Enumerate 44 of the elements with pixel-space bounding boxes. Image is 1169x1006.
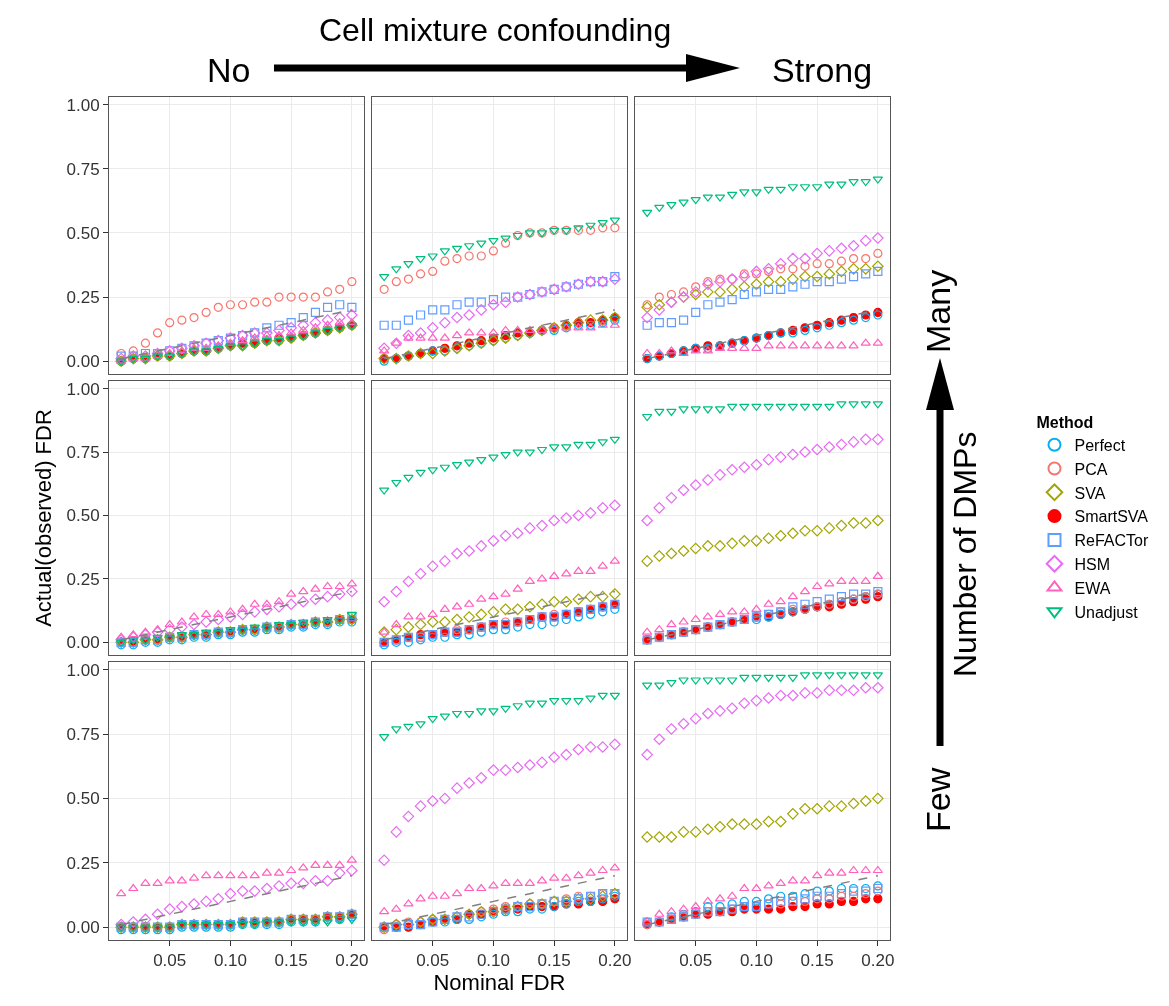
legend-label: SmartSVA — [1074, 508, 1149, 526]
legend-label: HSM — [1074, 555, 1111, 573]
y-tick-label: 0.00 — [66, 352, 100, 372]
text: Strong — [772, 51, 873, 89]
text: Few — [919, 767, 957, 832]
y-tick-label: 0.25 — [66, 853, 100, 873]
y-tick-label: 0.75 — [66, 159, 100, 179]
x-tick-label: 0.05 — [679, 951, 713, 971]
y-tick-label: 0.00 — [66, 918, 100, 938]
x-tick-label: 0.20 — [335, 951, 369, 971]
legend-label: PCA — [1074, 460, 1108, 478]
y-tick-label: 1.00 — [66, 379, 100, 399]
x-tick-label: 0.10 — [476, 951, 510, 971]
y-tick-label: 0.50 — [66, 789, 100, 809]
text: Many — [919, 269, 957, 353]
y-tick-label: 0.50 — [66, 223, 100, 243]
x-tick-label: 0.15 — [537, 951, 571, 971]
legend-label: ReFACTor — [1074, 532, 1149, 550]
legend-label: Unadjust — [1074, 603, 1139, 621]
text: Number of DMPs — [947, 431, 983, 677]
x-tick-label: 0.20 — [598, 951, 632, 971]
legend-title: Method — [1036, 413, 1094, 431]
x-tick-label: 0.10 — [739, 951, 773, 971]
legend-label: SVA — [1074, 484, 1106, 502]
x-tick-label: 0.05 — [153, 951, 187, 971]
text: Cell mixture confounding — [319, 12, 672, 48]
legend-label: Perfect — [1074, 436, 1126, 454]
x-tick-label: 0.05 — [416, 951, 450, 971]
x-axis-title: Nominal FDR — [433, 970, 566, 996]
text: No — [207, 51, 251, 89]
y-tick-label: 1.00 — [66, 95, 100, 115]
x-tick-label: 0.15 — [800, 951, 834, 971]
y-tick-label: 0.75 — [66, 725, 100, 745]
y-tick-label: 0.00 — [66, 633, 100, 653]
y-tick-label: 0.75 — [66, 442, 100, 462]
y-axis-title: Actual(observed) FDR — [31, 409, 57, 627]
y-tick-label: 0.25 — [66, 288, 100, 308]
y-tick-label: 0.50 — [66, 506, 100, 526]
x-tick-label: 0.10 — [213, 951, 247, 971]
x-tick-label: 0.20 — [861, 951, 895, 971]
x-tick-label: 0.15 — [274, 951, 308, 971]
y-tick-label: 0.25 — [66, 569, 100, 589]
y-tick-label: 1.00 — [66, 660, 100, 680]
legend-label: EWA — [1074, 579, 1111, 597]
